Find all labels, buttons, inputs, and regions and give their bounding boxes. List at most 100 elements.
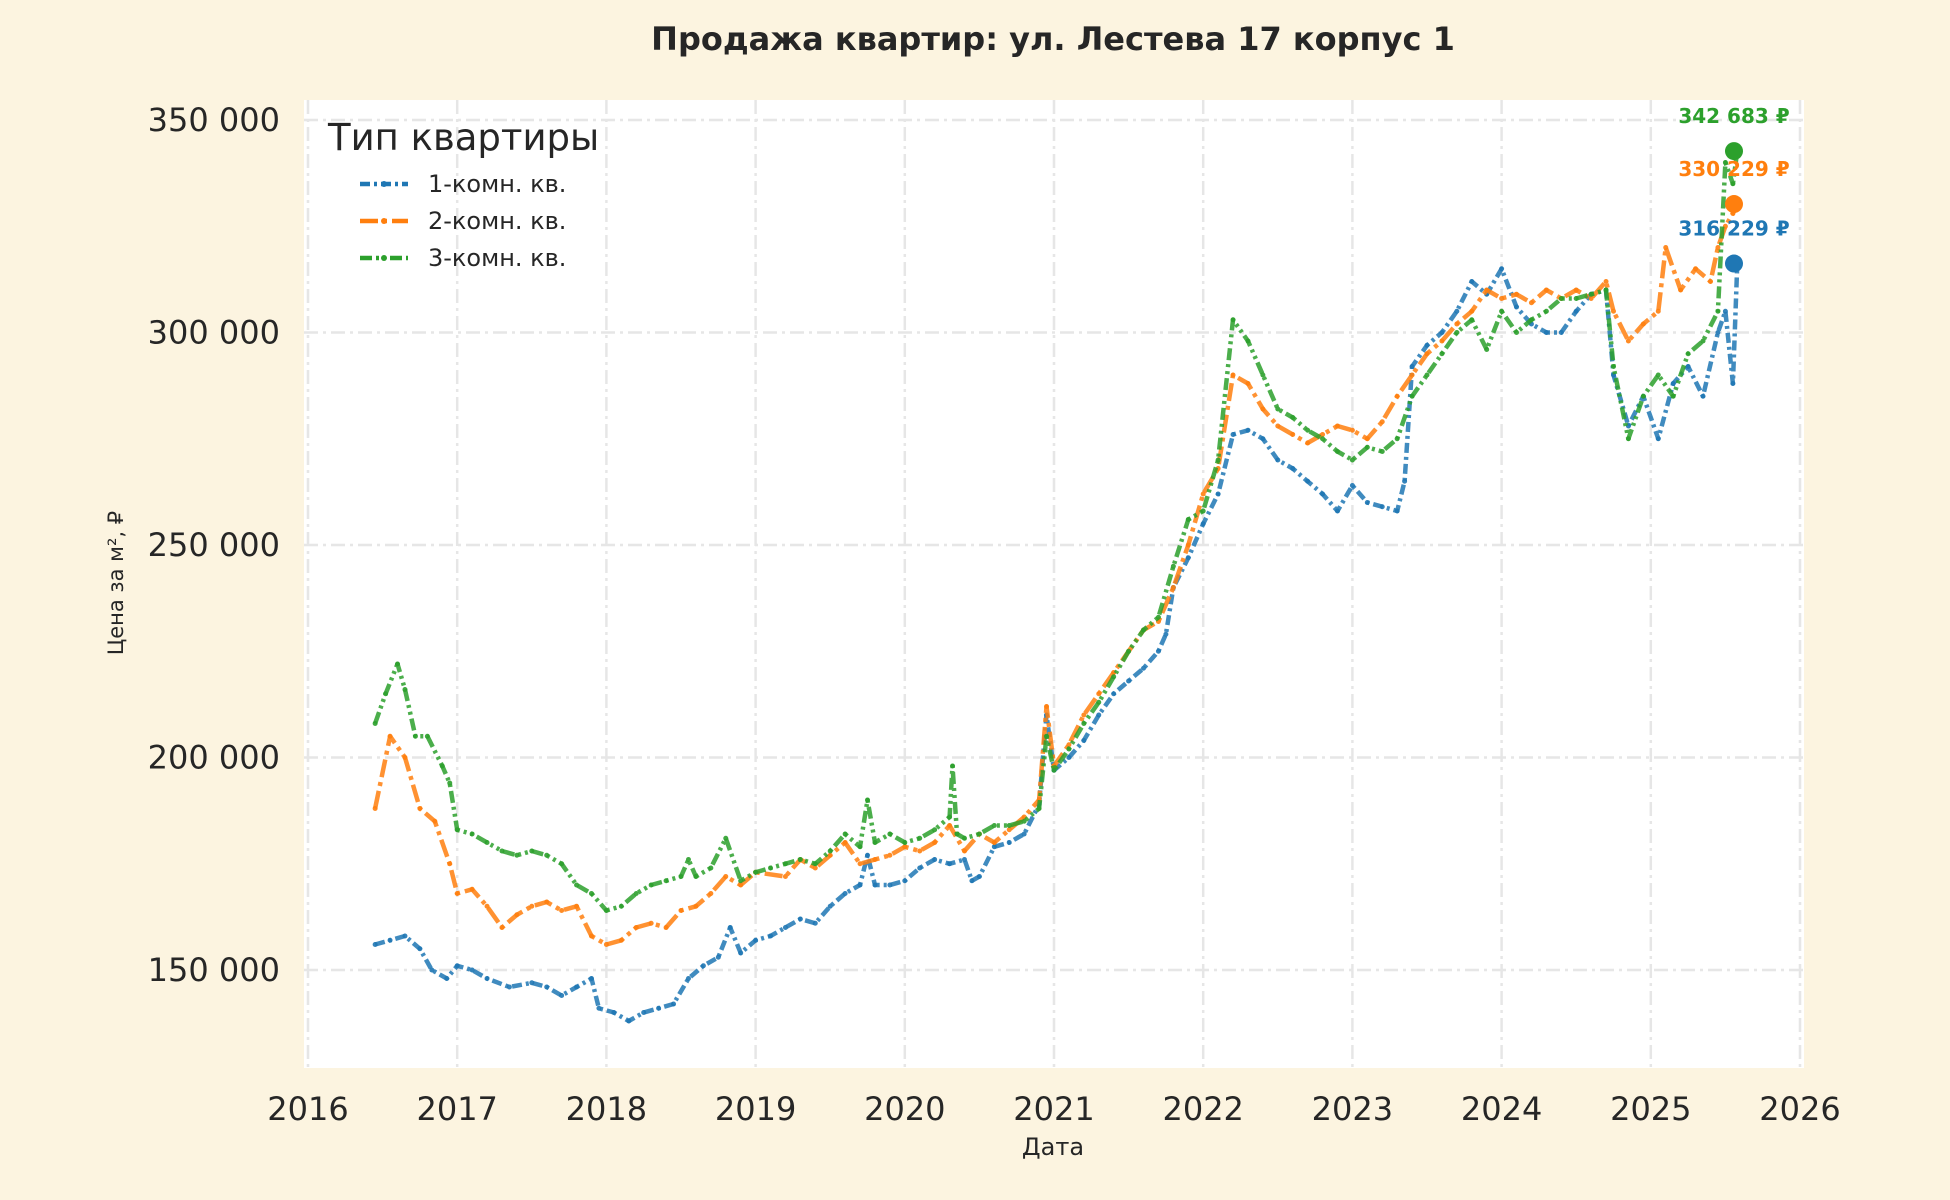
x-tick-label: 2017 bbox=[416, 1090, 497, 1128]
data-point-3 bbox=[1021, 818, 1027, 824]
data-point-3 bbox=[1685, 351, 1691, 357]
data-point-3 bbox=[1096, 699, 1102, 705]
data-point-2 bbox=[529, 903, 535, 909]
data-point-1 bbox=[827, 903, 833, 909]
y-tick-label: 300 000 bbox=[148, 314, 280, 352]
data-point-1 bbox=[887, 882, 893, 888]
data-point-3 bbox=[454, 827, 460, 833]
x-tick-label: 2023 bbox=[1312, 1090, 1393, 1128]
data-point-2 bbox=[544, 899, 550, 905]
data-point-1 bbox=[1081, 738, 1087, 743]
data-point-3 bbox=[633, 891, 639, 896]
data-point-1 bbox=[842, 891, 848, 896]
data-point-1 bbox=[1349, 483, 1355, 488]
legend-item-1: 1-комн. кв. bbox=[428, 170, 566, 198]
data-point-3 bbox=[1603, 287, 1609, 293]
data-point-3 bbox=[753, 869, 759, 875]
data-point-3 bbox=[1730, 181, 1736, 187]
data-point-2 bbox=[708, 891, 714, 896]
x-tick-labels: 2016 2017 2018 2019 2020 2021 2022 2023 2024 2025… bbox=[267, 1090, 1840, 1128]
data-point-3 bbox=[1625, 436, 1631, 442]
endpoint-label-1: 316 229 ₽ bbox=[1678, 217, 1789, 241]
data-point-3 bbox=[1260, 372, 1266, 378]
data-point-2 bbox=[499, 925, 505, 930]
data-point-1 bbox=[1454, 308, 1460, 314]
data-point-1 bbox=[727, 925, 733, 930]
data-point-3 bbox=[1141, 627, 1147, 633]
data-point-3 bbox=[1409, 393, 1415, 399]
series-line-2 bbox=[372, 203, 1740, 947]
data-point-2 bbox=[1663, 245, 1669, 250]
data-point-3 bbox=[708, 865, 714, 871]
legend-marker-3 bbox=[381, 255, 387, 261]
data-point-2 bbox=[1514, 291, 1520, 297]
data-point-3 bbox=[1066, 746, 1072, 752]
data-point-2 bbox=[514, 912, 520, 918]
data-point-1 bbox=[454, 963, 460, 969]
data-point-3 bbox=[738, 878, 744, 884]
data-point-2 bbox=[1185, 542, 1191, 548]
data-point-3 bbox=[1469, 317, 1475, 323]
series-layer bbox=[372, 148, 1740, 1024]
data-point-2 bbox=[1096, 691, 1102, 697]
data-point-1 bbox=[1402, 478, 1408, 484]
data-point-3 bbox=[1044, 733, 1050, 739]
endpoint-marker-1 bbox=[1725, 254, 1743, 273]
data-point-1 bbox=[991, 844, 997, 850]
data-point-3 bbox=[1036, 806, 1042, 811]
data-point-2 bbox=[1588, 296, 1594, 301]
data-point-2 bbox=[1454, 321, 1460, 327]
data-point-2 bbox=[1707, 279, 1713, 284]
data-point-2 bbox=[723, 874, 729, 879]
data-point-2 bbox=[588, 933, 594, 939]
data-point-2 bbox=[1611, 308, 1616, 314]
data-point-1 bbox=[685, 976, 691, 981]
data-point-3 bbox=[1290, 415, 1296, 420]
y-tick-label: 350 000 bbox=[148, 101, 280, 139]
data-point-1 bbox=[738, 950, 744, 956]
data-point-1 bbox=[1409, 364, 1415, 369]
legend-marker-2 bbox=[381, 218, 387, 224]
data-point-3 bbox=[1275, 406, 1281, 412]
data-point-1 bbox=[1730, 381, 1736, 386]
data-point-3 bbox=[1484, 347, 1490, 352]
data-point-2 bbox=[872, 857, 878, 862]
plot-area bbox=[304, 100, 1804, 1068]
data-point-1 bbox=[429, 967, 435, 973]
data-point-2 bbox=[857, 861, 863, 867]
y-tick-label: 200 000 bbox=[148, 739, 280, 777]
data-point-2 bbox=[1439, 338, 1445, 344]
data-point-1 bbox=[1514, 304, 1520, 310]
data-point-2 bbox=[1081, 712, 1087, 718]
data-point-3 bbox=[1334, 449, 1340, 454]
x-tick-label: 2022 bbox=[1162, 1090, 1243, 1128]
data-point-3 bbox=[865, 797, 870, 803]
data-point-3 bbox=[1722, 160, 1728, 165]
data-point-2 bbox=[827, 852, 833, 858]
data-point-1 bbox=[768, 933, 774, 939]
data-point-2 bbox=[961, 848, 967, 854]
data-point-2 bbox=[1349, 427, 1355, 433]
data-point-2 bbox=[678, 908, 684, 913]
data-point-1 bbox=[715, 954, 721, 960]
data-point-3 bbox=[947, 814, 953, 820]
data-point-1 bbox=[1670, 381, 1676, 386]
data-point-2 bbox=[417, 806, 423, 811]
data-point-3 bbox=[499, 848, 505, 854]
y-tick-label: 150 000 bbox=[148, 951, 280, 989]
data-point-3 bbox=[1424, 372, 1430, 378]
data-point-3 bbox=[917, 835, 923, 841]
data-point-1 bbox=[1685, 364, 1691, 369]
data-point-1 bbox=[469, 967, 475, 973]
data-point-3 bbox=[1715, 308, 1721, 314]
data-point-3 bbox=[991, 823, 997, 828]
data-point-3 bbox=[395, 661, 401, 667]
data-point-1 bbox=[1230, 432, 1236, 437]
data-point-3 bbox=[559, 861, 565, 867]
data-point-3 bbox=[424, 733, 430, 739]
data-point-1 bbox=[700, 963, 706, 969]
data-point-1 bbox=[1290, 466, 1296, 471]
data-point-3 bbox=[603, 908, 609, 913]
data-point-1 bbox=[1558, 330, 1564, 335]
series-line-3 bbox=[372, 150, 1740, 913]
